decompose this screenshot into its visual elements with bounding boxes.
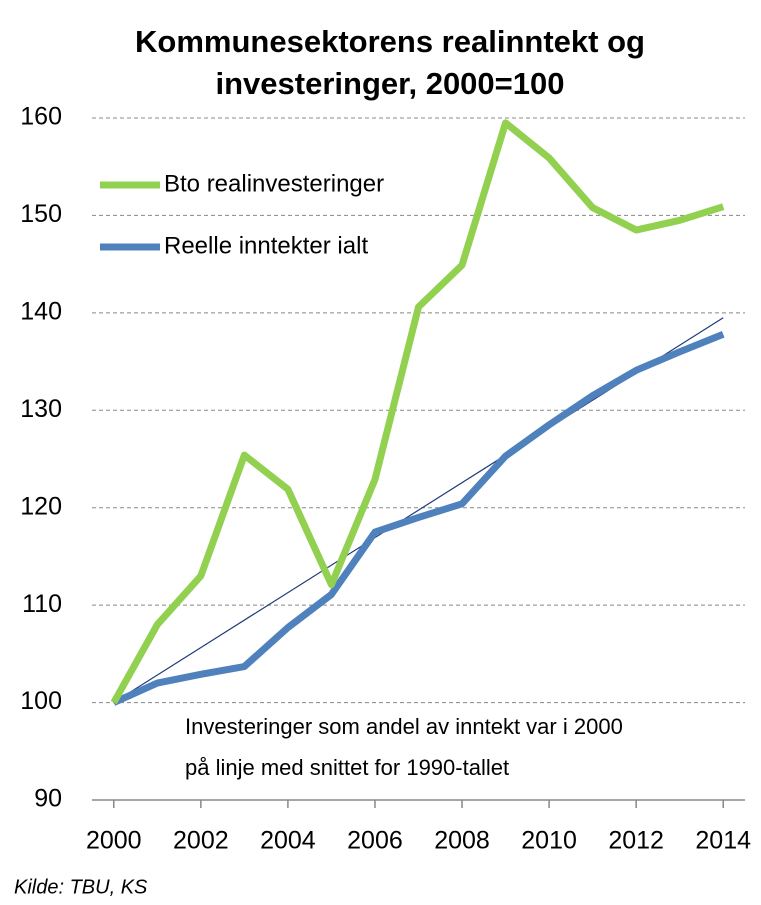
x-tick-label: 2004 bbox=[260, 827, 316, 855]
source: Kilde: TBU, KS bbox=[14, 876, 148, 898]
y-tick-label: 130 bbox=[20, 395, 62, 423]
series-line bbox=[112, 331, 725, 706]
x-tick-label: 2014 bbox=[695, 827, 751, 855]
x-tick-label: 2008 bbox=[434, 827, 490, 855]
y-tick-label: 140 bbox=[20, 297, 62, 325]
legend-label: Bto realinvesteringer bbox=[164, 170, 384, 197]
chart-title: Kommunesektorens realinntekt og bbox=[135, 24, 645, 59]
legend-label: Reelle inntekter ialt bbox=[164, 232, 368, 259]
annotation: Investeringer som andel av inntekt var i… bbox=[185, 714, 623, 739]
annotation: på linje med snittet for 1990-tallet bbox=[185, 755, 509, 780]
x-tick-label: 2006 bbox=[347, 827, 403, 855]
chart-title: investeringer, 2000=100 bbox=[216, 66, 565, 101]
y-tick-label: 100 bbox=[20, 687, 62, 715]
y-tick-label: 120 bbox=[20, 492, 62, 520]
y-tick-label: 160 bbox=[20, 103, 62, 131]
y-tick-label: 150 bbox=[20, 200, 62, 228]
y-tick-label: 110 bbox=[22, 590, 62, 618]
x-tick-label: 2010 bbox=[521, 827, 577, 855]
y-tick-label: 90 bbox=[34, 785, 62, 813]
series-line bbox=[110, 119, 725, 705]
x-tick-label: 2000 bbox=[86, 827, 142, 855]
x-tick-label: 2002 bbox=[173, 827, 229, 855]
x-tick-label: 2012 bbox=[608, 827, 664, 855]
